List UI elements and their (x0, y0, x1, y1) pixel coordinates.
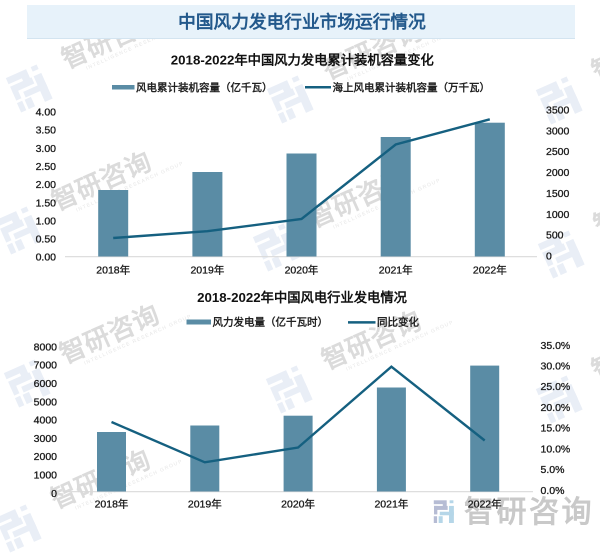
svg-text:15.0%: 15.0% (541, 423, 571, 435)
svg-text:3000: 3000 (34, 433, 58, 445)
svg-text:3500: 3500 (546, 105, 570, 117)
svg-text:6000: 6000 (34, 378, 58, 390)
svg-text:海上风电累计装机容量（万千瓦）: 海上风电累计装机容量（万千瓦） (333, 81, 491, 94)
svg-text:25.0%: 25.0% (541, 381, 571, 393)
svg-text:1.00: 1.00 (36, 215, 57, 227)
svg-text:2018-2022年中国风电行业发电情况: 2018-2022年中国风电行业发电情况 (197, 289, 408, 305)
svg-text:0.50: 0.50 (36, 234, 57, 246)
svg-text:2000: 2000 (34, 451, 58, 463)
svg-text:8000: 8000 (34, 341, 58, 353)
svg-text:0.0%: 0.0% (541, 485, 565, 497)
svg-text:1000: 1000 (34, 470, 58, 482)
svg-text:2022年: 2022年 (473, 264, 507, 277)
svg-text:7000: 7000 (34, 360, 58, 372)
svg-text:35.0%: 35.0% (541, 340, 571, 352)
svg-text:2020年: 2020年 (285, 264, 319, 277)
svg-text:2019年: 2019年 (190, 264, 224, 277)
svg-text:0: 0 (546, 251, 552, 263)
svg-text:风力发电量（亿千瓦时）: 风力发电量（亿千瓦时） (213, 316, 329, 329)
svg-text:4000: 4000 (34, 415, 58, 427)
svg-text:2000: 2000 (546, 167, 570, 179)
svg-text:0: 0 (51, 488, 57, 500)
svg-text:10.0%: 10.0% (541, 443, 571, 455)
svg-text:30.0%: 30.0% (541, 361, 571, 373)
svg-text:2020年: 2020年 (281, 498, 315, 511)
svg-text:2018年: 2018年 (96, 264, 130, 277)
svg-text:2500: 2500 (546, 146, 570, 158)
svg-text:3.50: 3.50 (36, 125, 57, 137)
svg-text:1.50: 1.50 (36, 197, 57, 209)
svg-text:3000: 3000 (546, 125, 570, 137)
svg-text:2021年: 2021年 (374, 498, 408, 511)
svg-text:5000: 5000 (34, 396, 58, 408)
svg-text:1000: 1000 (546, 209, 570, 221)
svg-text:3.00: 3.00 (36, 143, 57, 155)
svg-text:1500: 1500 (546, 188, 570, 200)
svg-text:2.50: 2.50 (36, 161, 57, 173)
svg-text:2.00: 2.00 (36, 179, 57, 191)
svg-text:4.00: 4.00 (36, 107, 57, 119)
svg-text:2018-2022年中国风力发电累计装机容量变化: 2018-2022年中国风力发电累计装机容量变化 (171, 52, 435, 68)
svg-text:5.0%: 5.0% (541, 464, 565, 476)
svg-text:0.00: 0.00 (36, 252, 57, 264)
svg-text:2021年: 2021年 (379, 264, 413, 277)
svg-text:2019年: 2019年 (188, 498, 222, 511)
svg-text:同比变化: 同比变化 (377, 316, 419, 329)
svg-text:20.0%: 20.0% (541, 402, 571, 414)
svg-text:风电累计装机容量（亿千瓦）: 风电累计装机容量（亿千瓦） (136, 81, 273, 94)
svg-text:2022年: 2022年 (468, 498, 502, 511)
svg-text:500: 500 (546, 230, 564, 242)
svg-text:2018年: 2018年 (95, 498, 129, 511)
